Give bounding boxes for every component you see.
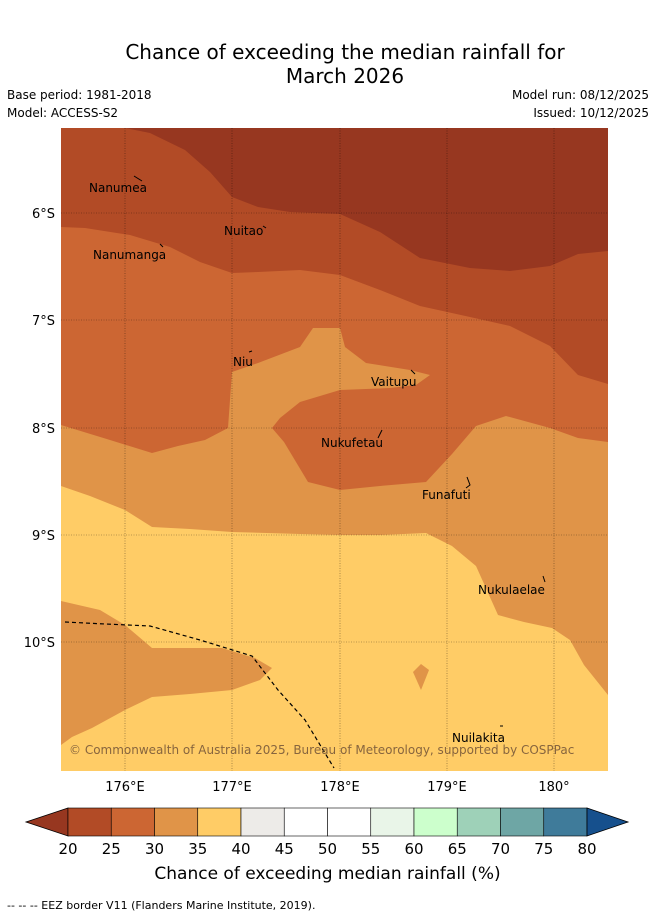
colorbar-swatch bbox=[327, 807, 372, 837]
colorbar-swatch bbox=[154, 807, 199, 837]
lat-tick: 6°S bbox=[32, 207, 55, 222]
colorbar-swatch bbox=[456, 807, 501, 837]
band-40-45 bbox=[61, 486, 608, 771]
lat-tick: 8°S bbox=[32, 422, 55, 437]
grid-lines bbox=[61, 128, 608, 771]
model-run: Model run: 08/12/2025 bbox=[511, 88, 649, 102]
eez-border bbox=[64, 621, 335, 769]
lon-tick: 179°E bbox=[427, 780, 467, 795]
colorbar-title: Chance of exceeding median rainfall (%) bbox=[154, 864, 501, 884]
colorbar-tick-label: 75 bbox=[534, 840, 553, 858]
label-nanumanga: Nanumanga bbox=[93, 248, 166, 262]
colorbar-tick-label: 50 bbox=[318, 840, 337, 858]
lat-tick: 7°S bbox=[32, 314, 55, 329]
colorbar-tick-label: 35 bbox=[188, 840, 207, 858]
place-labels: Nanumea Nuitao Nanumanga Niu Vaitupu Nuk… bbox=[89, 181, 545, 745]
lon-tick: 176°E bbox=[105, 780, 145, 795]
colorbar-tick-label: 80 bbox=[577, 840, 596, 858]
colorbar: 20 25 30 35 40 45 50 55 60 65 70 75 80 bbox=[24, 807, 630, 858]
lat-tick: 10°S bbox=[24, 636, 55, 651]
island-marks bbox=[133, 175, 546, 727]
colorbar-tick-label: 70 bbox=[491, 840, 510, 858]
lon-tick: 177°E bbox=[212, 780, 252, 795]
label-funafuti: Funafuti bbox=[422, 488, 471, 502]
label-nanumea: Nanumea bbox=[89, 181, 147, 195]
copyright-text: © Commonwealth of Australia 2025, Bureau… bbox=[69, 743, 574, 757]
colorbar-tick-label: 20 bbox=[58, 840, 77, 858]
title-line-1: Chance of exceeding the median rainfall … bbox=[125, 40, 565, 64]
colorbar-low-arrow bbox=[24, 807, 69, 837]
lon-tick: 180° bbox=[538, 780, 569, 795]
label-nukulaelae: Nukulaelae bbox=[478, 583, 545, 597]
eez-legend-footer: -- -- -- EEZ border V11 (Flanders Marine… bbox=[7, 899, 316, 912]
colorbar-swatch bbox=[500, 807, 545, 837]
colorbar-swatch bbox=[67, 807, 112, 837]
label-nuitao: Nuitao bbox=[224, 224, 263, 238]
label-vaitupu: Vaitupu bbox=[371, 375, 417, 389]
colorbar-tick-label: 40 bbox=[231, 840, 250, 858]
colorbar-tick-label: 45 bbox=[275, 840, 294, 858]
colorbar-tick-label: 65 bbox=[448, 840, 467, 858]
lon-tick-labels: 176°E 177°E 178°E 179°E 180° bbox=[105, 780, 569, 795]
issued-date: Issued: 10/12/2025 bbox=[533, 106, 649, 120]
band-35-40-south bbox=[61, 601, 272, 745]
colorbar-swatch bbox=[110, 807, 155, 837]
colorbar-swatch bbox=[370, 807, 415, 837]
lat-tick-labels: 6°S 7°S 8°S 9°S 10°S bbox=[24, 207, 55, 651]
colorbar-swatch bbox=[240, 807, 285, 837]
lon-tick: 178°E bbox=[320, 780, 360, 795]
colorbar-tick-label: 25 bbox=[102, 840, 121, 858]
label-nukufetau: Nukufetau bbox=[321, 436, 383, 450]
colorbar-swatch bbox=[543, 807, 588, 837]
band-35-40-patch bbox=[413, 664, 429, 690]
colorbar-high-arrow bbox=[586, 807, 630, 837]
base-period: Base period: 1981-2018 bbox=[7, 88, 152, 102]
colorbar-swatch bbox=[197, 807, 242, 837]
model-name: Model: ACCESS-S2 bbox=[7, 106, 119, 120]
colorbar-tick-label: 60 bbox=[404, 840, 423, 858]
colorbar-tick-label: 30 bbox=[145, 840, 164, 858]
colorbar-swatch bbox=[413, 807, 458, 837]
map-title: Chance of exceeding the median rainfall … bbox=[0, 40, 655, 88]
lat-tick: 9°S bbox=[32, 529, 55, 544]
label-nuilakita: Nuilakita bbox=[452, 731, 505, 745]
label-niu: Niu bbox=[233, 355, 253, 369]
colorbar-swatch bbox=[283, 807, 328, 837]
colorbar-tick-label: 55 bbox=[361, 840, 380, 858]
title-line-2: March 2026 bbox=[285, 64, 405, 88]
